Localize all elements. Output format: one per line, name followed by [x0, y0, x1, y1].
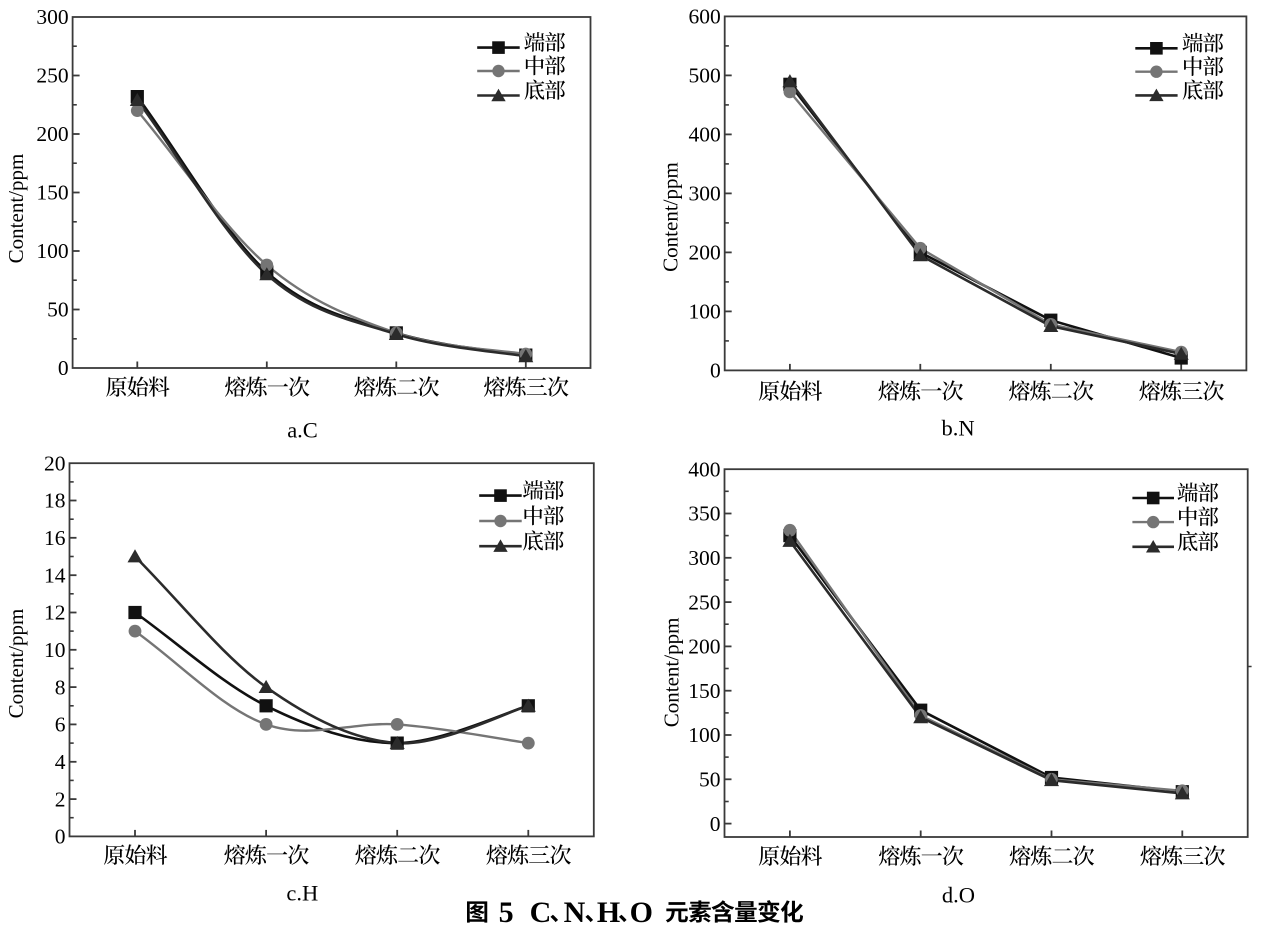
svg-text:100: 100 — [688, 300, 720, 324]
svg-text:0: 0 — [710, 812, 721, 836]
svg-text:Content/ppm: Content/ppm — [659, 162, 683, 272]
svg-text:b.N: b.N — [941, 416, 974, 441]
svg-text:20: 20 — [44, 451, 66, 475]
svg-text:300: 300 — [688, 546, 720, 570]
svg-text:14: 14 — [44, 563, 66, 587]
svg-text:200: 200 — [36, 122, 68, 146]
svg-text:O: O — [630, 896, 653, 929]
svg-text:Content/ppm: Content/ppm — [4, 609, 28, 719]
svg-text:350: 350 — [688, 502, 720, 526]
svg-text:200: 200 — [688, 635, 720, 659]
svg-text:a.C: a.C — [287, 418, 318, 443]
svg-text:Content/ppm: Content/ppm — [4, 154, 28, 264]
svg-text:N: N — [564, 896, 586, 929]
svg-text:150: 150 — [36, 181, 68, 205]
svg-text:600: 600 — [688, 5, 720, 29]
svg-text:0: 0 — [710, 359, 721, 383]
svg-text:6: 6 — [55, 713, 66, 737]
svg-text:c.H: c.H — [286, 881, 318, 906]
svg-text:12: 12 — [44, 601, 66, 625]
svg-text:5: 5 — [499, 896, 514, 929]
svg-text:2: 2 — [55, 787, 66, 811]
svg-text:4: 4 — [55, 750, 66, 774]
svg-text:10: 10 — [44, 638, 66, 662]
svg-text:100: 100 — [688, 723, 720, 747]
svg-text:C: C — [530, 896, 552, 929]
svg-text:250: 250 — [36, 64, 68, 88]
svg-text:d.O: d.O — [942, 882, 975, 907]
svg-text:300: 300 — [36, 5, 68, 29]
svg-text:100: 100 — [36, 239, 68, 263]
svg-text:18: 18 — [44, 489, 66, 513]
svg-text:0: 0 — [58, 356, 69, 380]
svg-text:300: 300 — [688, 182, 720, 206]
svg-text:400: 400 — [688, 123, 720, 147]
svg-text:0: 0 — [55, 825, 66, 849]
svg-text:500: 500 — [688, 64, 720, 88]
svg-text:400: 400 — [688, 457, 720, 481]
svg-text:50: 50 — [47, 298, 69, 322]
svg-text:200: 200 — [688, 241, 720, 265]
svg-text:H: H — [597, 896, 620, 929]
svg-text:16: 16 — [44, 526, 66, 550]
svg-text:150: 150 — [688, 679, 720, 703]
svg-text:Content/ppm: Content/ppm — [660, 618, 684, 728]
svg-text:8: 8 — [55, 675, 66, 699]
svg-text:50: 50 — [699, 768, 721, 792]
svg-text:250: 250 — [688, 590, 720, 614]
